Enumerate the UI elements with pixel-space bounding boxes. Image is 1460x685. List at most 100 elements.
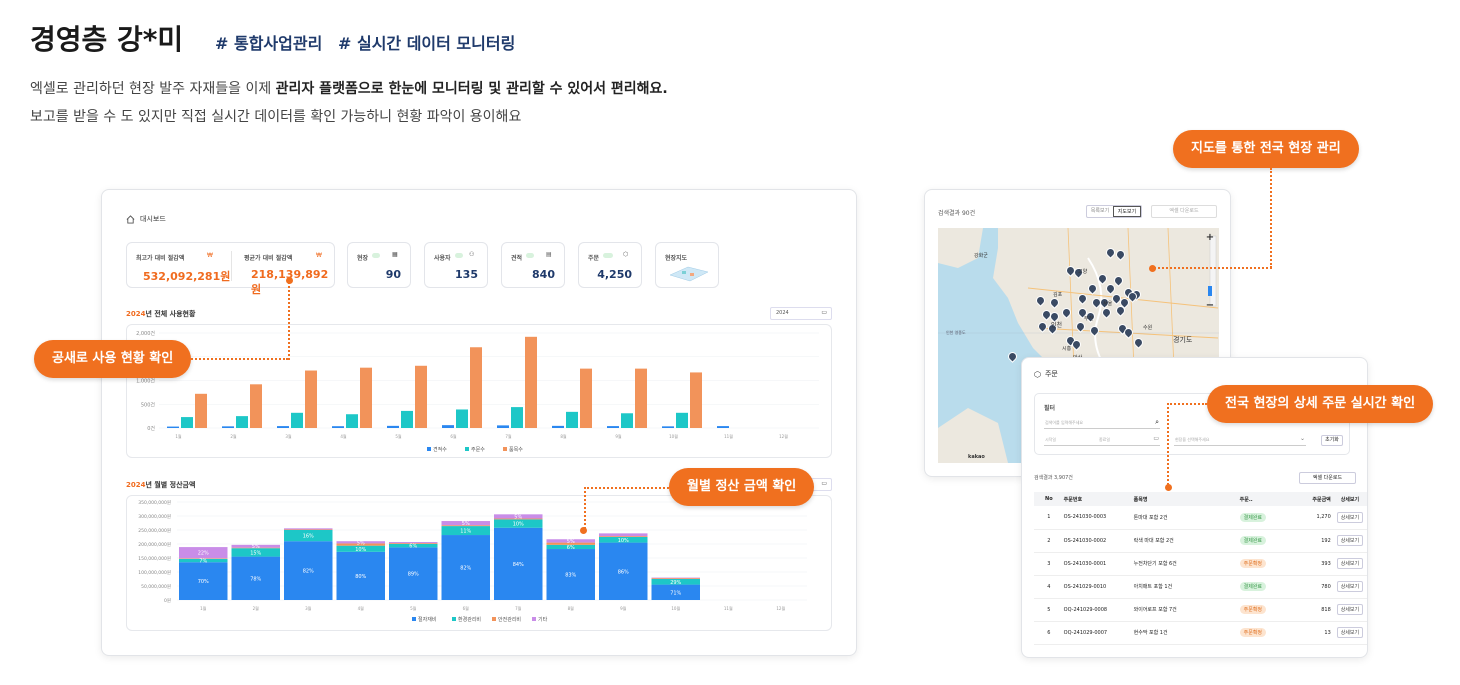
col-item-name[interactable]: 품목명 xyxy=(1133,496,1148,503)
site-pin-icon[interactable] xyxy=(1060,306,1073,319)
detail-button[interactable]: 상세보기 xyxy=(1336,558,1364,569)
cell-order-number: OS-241030-0002 xyxy=(1063,537,1107,544)
legend-swatch xyxy=(503,447,507,451)
map-label: 인천 영종도 xyxy=(946,330,966,335)
y-tick-label: 2,000건 xyxy=(136,330,155,337)
usage-bar xyxy=(346,414,358,428)
description-line-2: 보고를 받을 수 도 있지만 직접 실시간 데이터를 확인 가능하니 현황 파악… xyxy=(30,109,522,125)
status-badge: 주문확정 xyxy=(1239,559,1267,568)
site-pin-icon[interactable] xyxy=(1088,324,1101,337)
cell-no: 2 xyxy=(1047,537,1051,544)
site-pin-icon[interactable] xyxy=(1006,350,1019,363)
cell-amount: 393 xyxy=(1321,560,1331,567)
site-pin-icon[interactable] xyxy=(1100,306,1113,319)
x-tick-label: 11월 xyxy=(724,605,733,611)
table-row[interactable]: 4 OS-241029-0010 아치매트 포함 1건 결제완료 780 상세보… xyxy=(1034,575,1367,598)
quote-count-card[interactable]: 견적 ▤ 840 xyxy=(501,242,565,288)
usage-bar xyxy=(360,367,372,428)
settlement-bar-segment xyxy=(231,548,280,557)
detail-button[interactable]: 상세보기 xyxy=(1336,604,1364,615)
detail-button[interactable]: 상세보기 xyxy=(1336,511,1364,523)
zoom-in-button[interactable]: + xyxy=(1205,232,1215,243)
zoom-out-button[interactable]: − xyxy=(1205,300,1215,311)
site-pin-icon[interactable] xyxy=(1076,292,1089,305)
table-row[interactable]: 1 OS-241030-0003 톤마대 포함 2건 결제완료 1,270 상세… xyxy=(1034,506,1367,529)
x-tick-label: 5월 xyxy=(395,433,402,439)
usage-bar xyxy=(195,393,207,428)
detail-button[interactable]: 상세보기 xyxy=(1336,535,1364,546)
settlement-bar-segment xyxy=(651,578,700,579)
search-icon[interactable]: ⌕ xyxy=(1155,418,1159,426)
users-icon: ⚇ xyxy=(469,251,475,258)
col-status[interactable]: 주문.. xyxy=(1239,496,1253,503)
usage-bar xyxy=(332,426,344,428)
detail-button[interactable]: 상세보기 xyxy=(1336,581,1364,592)
settlement-bar-segment xyxy=(389,542,438,544)
order-count-card[interactable]: 주문 ⬡ 4,250 xyxy=(578,242,642,288)
settlement-bar-segment xyxy=(546,549,595,600)
table-row[interactable]: 2 OS-241030-0002 락색 마대 포함 2건 결제완료 192 상세… xyxy=(1034,529,1367,552)
settlement-bar-segment xyxy=(651,584,700,600)
x-tick-label: 2월 xyxy=(230,433,237,439)
order-count-value: 4,250 xyxy=(597,268,632,281)
table-row[interactable]: 5 OQ-241029-0008 와이어로프 포함 7건 주문확정 818 상세… xyxy=(1034,598,1367,621)
site-pin-icon[interactable] xyxy=(1034,294,1047,307)
kpi-max-label: 최고가 대비 절감액 xyxy=(136,255,185,262)
percent-label: 10% xyxy=(355,547,366,553)
settlement-bar-segment xyxy=(494,514,543,519)
col-amount[interactable]: 주문금액 xyxy=(1312,496,1331,503)
settlement-bar-segment xyxy=(336,551,385,600)
zoom-slider-handle[interactable] xyxy=(1208,286,1212,296)
site-select[interactable]: 현장을 선택해주세요 ⌄ xyxy=(1174,435,1306,446)
status-badge: 주문확정 xyxy=(1239,605,1267,614)
settlement-bar-segment xyxy=(441,535,490,600)
site-count-label: 현장 xyxy=(357,255,369,262)
legend-label: 환경관리비 xyxy=(458,616,481,623)
percent-label: 5% xyxy=(567,539,575,545)
site-map-label: 현장지도 xyxy=(665,255,688,262)
site-pin-icon[interactable] xyxy=(1086,282,1099,295)
y-tick-label: 500건 xyxy=(141,401,156,408)
settlement-bar-segment xyxy=(389,544,438,548)
map-excel-download-button[interactable]: 엑셀 다운로드 xyxy=(1151,205,1217,218)
orders-excel-download-button[interactable]: 엑셀 다운로드 xyxy=(1299,472,1356,484)
x-tick-label: 8월 xyxy=(560,433,567,439)
year-select[interactable]: 2024 ▭ xyxy=(770,307,832,320)
site-pin-icon[interactable] xyxy=(1048,296,1061,309)
map-label: 수원 xyxy=(1143,325,1153,331)
usage-bar xyxy=(442,425,454,428)
settlement-chart-title: 2024년 월별 정산금액 xyxy=(126,481,196,489)
site-count-card[interactable]: 현장 ▦ 90 xyxy=(347,242,411,288)
site-pin-icon[interactable] xyxy=(1096,272,1109,285)
percent-label: 6% xyxy=(567,545,575,551)
reset-button[interactable]: 초기화 xyxy=(1321,435,1343,446)
year-select-value: 2024 xyxy=(776,310,789,316)
cell-detail: 상세보기 xyxy=(1331,506,1367,529)
list-view-tab[interactable]: 목록보기 xyxy=(1090,208,1110,214)
usage-bar xyxy=(497,425,509,428)
col-order-number[interactable]: 주문번호 xyxy=(1063,496,1083,503)
settlement-bar-segment xyxy=(651,577,700,579)
usage-bar xyxy=(181,417,193,428)
table-row[interactable]: 6 OQ-241029-0007 현수막 포함 1건 주문확정 13 상세보기 xyxy=(1034,621,1367,644)
usage-bar xyxy=(566,411,578,428)
usage-bar xyxy=(690,372,702,428)
settlement-bar-segment xyxy=(441,526,490,536)
site-map-card[interactable]: 현장지도 xyxy=(655,242,719,288)
settlement-bar-segment xyxy=(284,528,333,530)
site-pin-icon[interactable] xyxy=(1114,248,1127,261)
col-no[interactable]: No xyxy=(1045,496,1053,502)
user-count-card[interactable]: 사용자 ⚇ 135 xyxy=(424,242,488,288)
settlement-bar-segment xyxy=(599,533,648,537)
table-row[interactable]: 3 OS-241030-0001 누전차단기 포함 6건 주문확정 393 상세… xyxy=(1034,552,1367,575)
percent-label: 5% xyxy=(514,514,522,520)
detail-button[interactable]: 상세보기 xyxy=(1336,627,1364,638)
site-pin-icon[interactable] xyxy=(1132,336,1145,349)
x-tick-label: 12월 xyxy=(779,433,788,439)
map-view-tab[interactable]: 지도보기 xyxy=(1113,206,1141,217)
search-input[interactable]: 검색어를 입력해주세요 ⌕ xyxy=(1044,418,1160,429)
date-range-input[interactable]: 시작일 종료일 ▭ xyxy=(1044,435,1160,446)
cell-order-number: OS-241030-0003 xyxy=(1063,514,1107,521)
site-pin-icon[interactable] xyxy=(1074,320,1087,333)
usage-bar xyxy=(580,368,592,428)
